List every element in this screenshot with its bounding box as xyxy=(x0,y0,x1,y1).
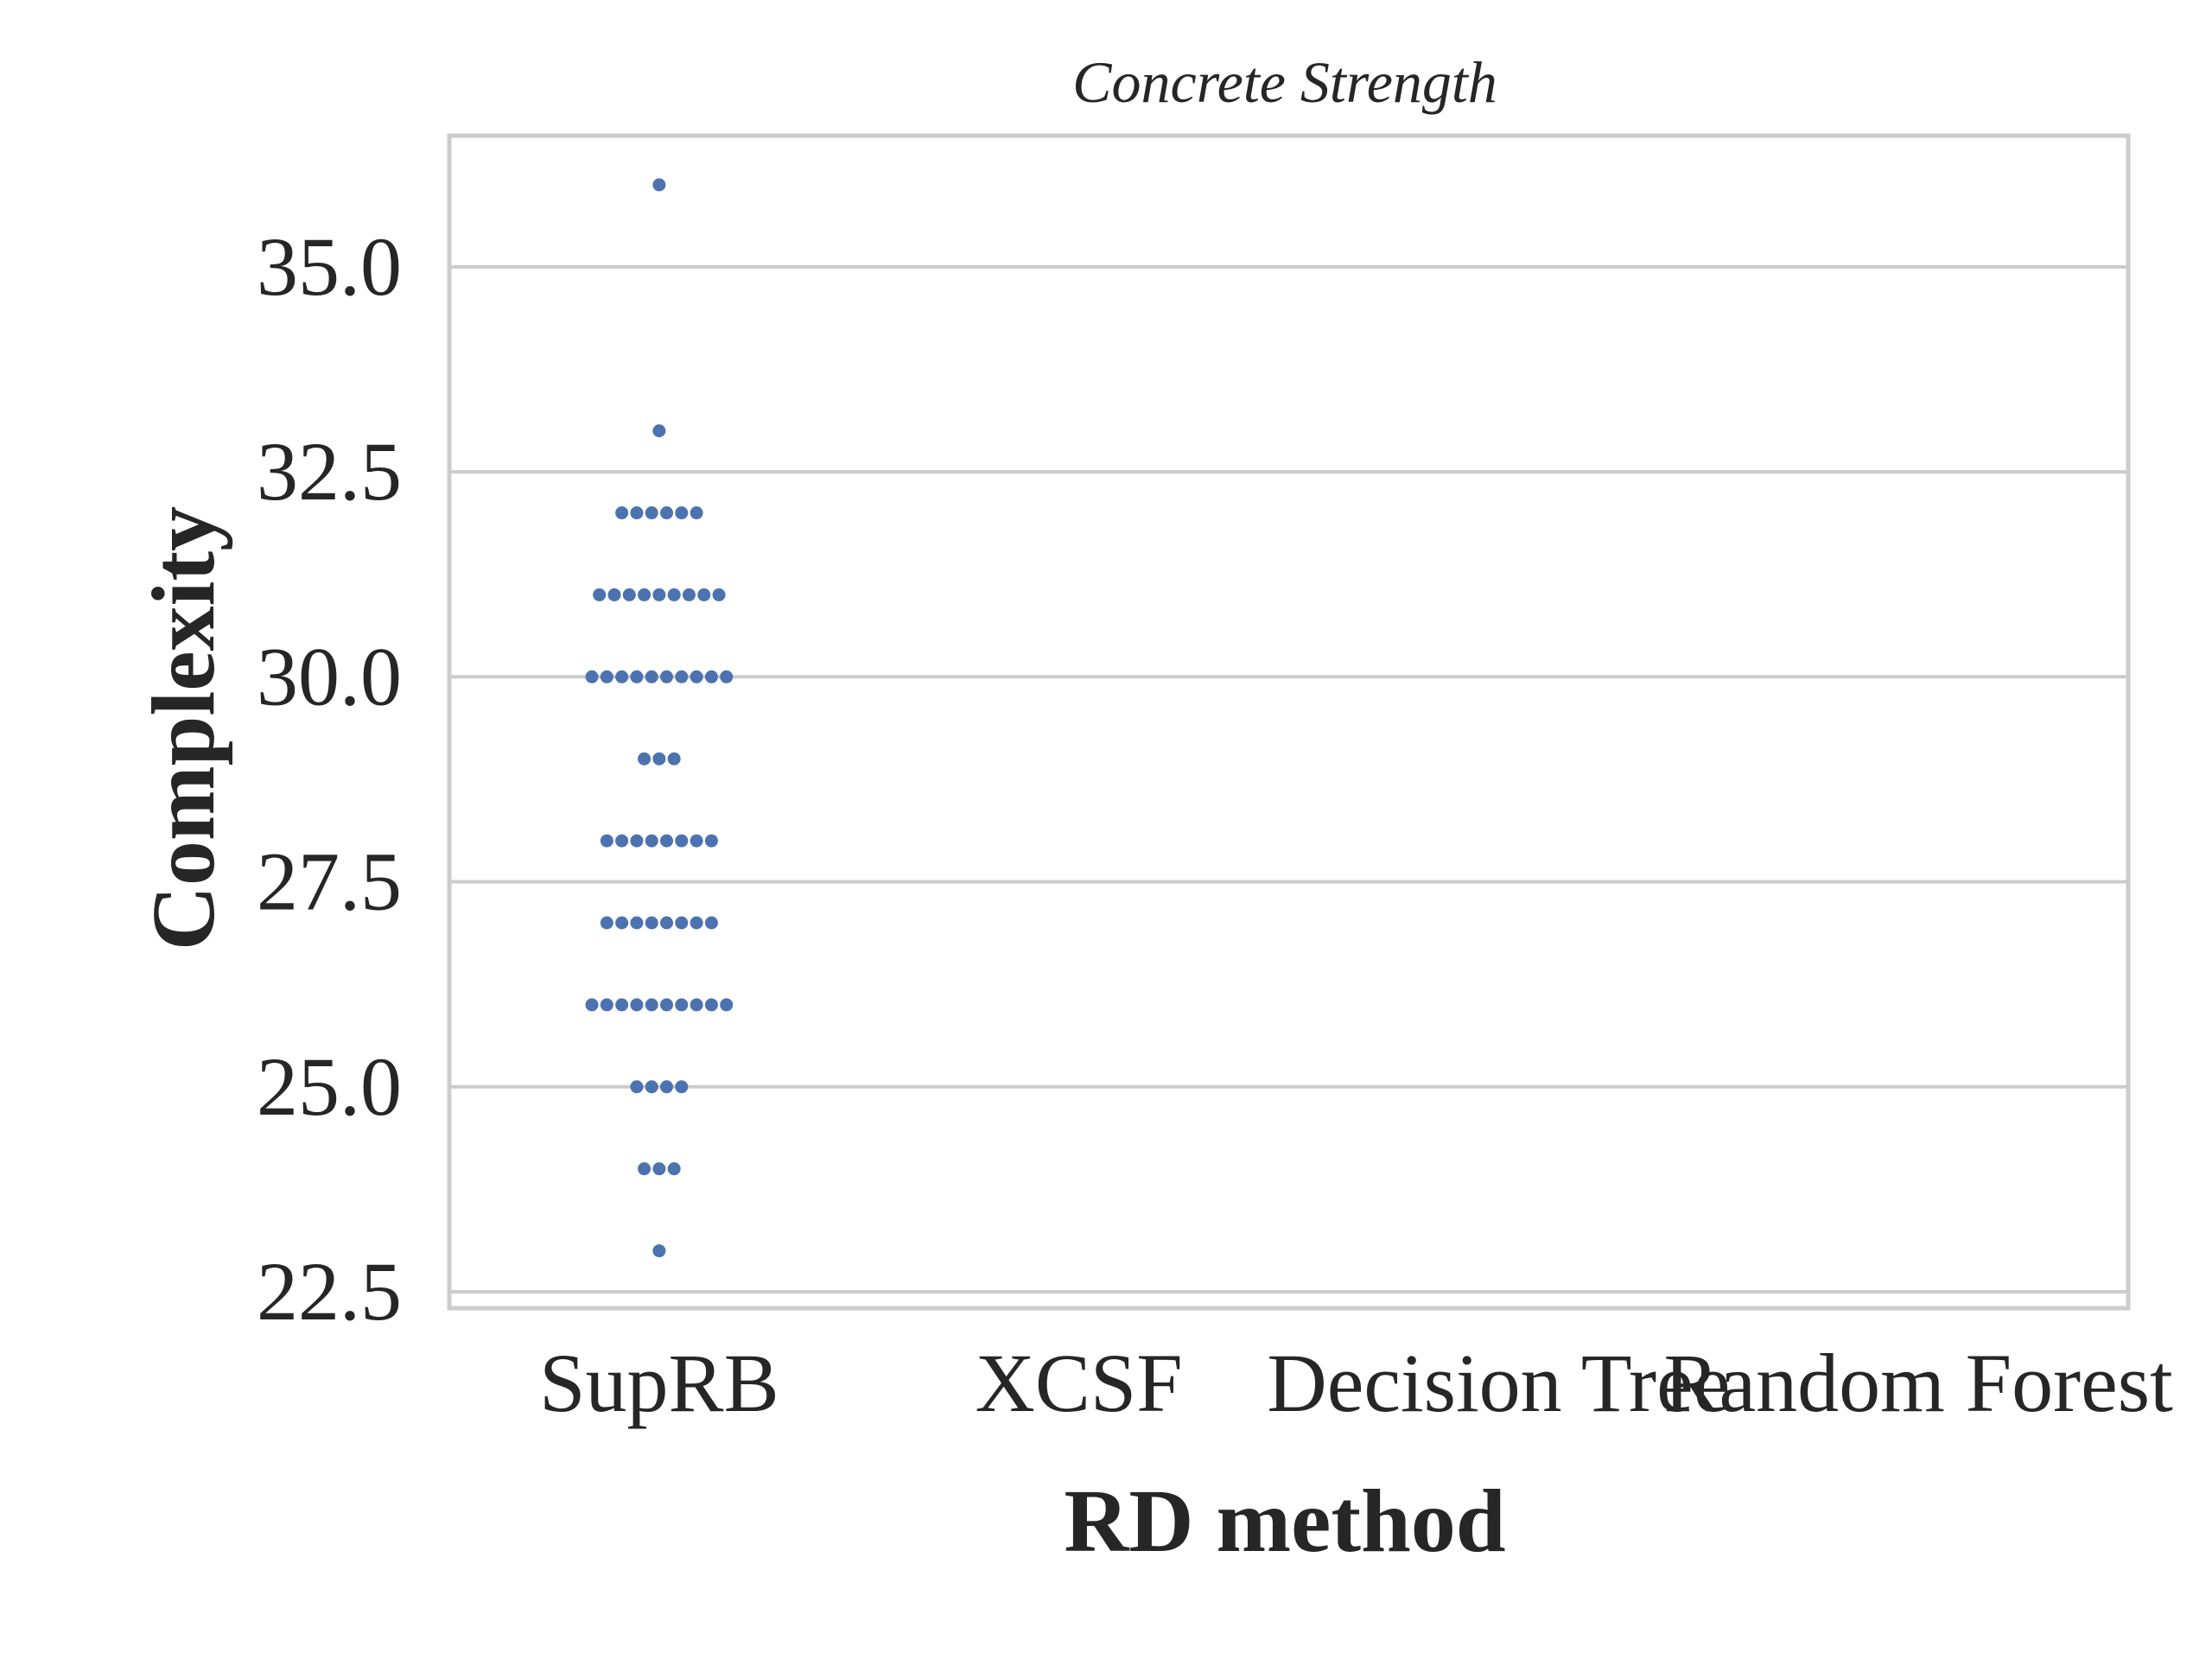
data-point xyxy=(615,506,629,520)
y-tick-label: 32.5 xyxy=(257,425,402,518)
data-point xyxy=(638,1162,652,1176)
data-point xyxy=(690,998,703,1012)
data-point xyxy=(675,506,689,520)
data-point xyxy=(630,1080,644,1094)
data-point xyxy=(638,588,652,601)
y-tick-label: 27.5 xyxy=(257,836,402,928)
data-point xyxy=(652,588,666,601)
data-point xyxy=(652,424,666,438)
data-point xyxy=(593,588,607,601)
data-point xyxy=(690,834,703,848)
data-point xyxy=(667,1162,681,1176)
data-point xyxy=(630,506,644,520)
data-point xyxy=(660,1080,674,1094)
data-point xyxy=(675,998,689,1012)
data-point xyxy=(600,834,613,848)
data-point xyxy=(615,916,629,930)
data-point xyxy=(607,588,621,601)
y-tick-label: 30.0 xyxy=(257,630,402,722)
data-point xyxy=(660,670,674,683)
data-point xyxy=(600,670,613,683)
data-point xyxy=(690,916,703,930)
data-points xyxy=(585,178,734,1258)
data-point xyxy=(660,506,674,520)
data-point xyxy=(704,670,718,683)
data-point xyxy=(697,588,711,601)
data-point xyxy=(630,916,644,930)
data-point xyxy=(690,670,703,683)
y-tick-label: 22.5 xyxy=(257,1245,402,1338)
data-point xyxy=(652,1162,666,1176)
data-point xyxy=(652,752,666,766)
data-point xyxy=(645,916,658,930)
data-point xyxy=(675,1080,689,1094)
data-point xyxy=(585,998,599,1012)
data-point xyxy=(660,916,674,930)
y-tick-labels: 22.5 25.0 27.5 30.0 32.5 35.0 xyxy=(257,220,402,1338)
data-point xyxy=(645,998,658,1012)
data-point xyxy=(660,998,674,1012)
data-point xyxy=(675,916,689,930)
data-point xyxy=(675,670,689,683)
plot-area-frame xyxy=(447,133,2131,1311)
data-point xyxy=(660,834,674,848)
data-point xyxy=(638,752,652,766)
data-point xyxy=(652,1244,666,1258)
data-point xyxy=(682,588,696,601)
data-point xyxy=(652,178,666,192)
data-point xyxy=(690,506,703,520)
data-point xyxy=(585,670,599,683)
y-tick-label: 35.0 xyxy=(257,220,402,313)
data-point xyxy=(600,916,613,930)
x-axis-label: RD method xyxy=(1064,1471,1505,1571)
data-point xyxy=(630,998,644,1012)
data-point xyxy=(704,998,718,1012)
data-point xyxy=(667,588,681,601)
x-tick-label: Decision Tree xyxy=(1267,1337,1730,1429)
y-axis-label: Complexity xyxy=(134,506,233,950)
x-tick-label: Random Forest xyxy=(1663,1337,2173,1429)
data-point xyxy=(645,1080,658,1094)
data-point xyxy=(622,588,636,601)
data-point xyxy=(720,670,734,683)
chart-title: Concrete Strength xyxy=(1072,49,1497,115)
data-point xyxy=(645,506,658,520)
data-point xyxy=(615,670,629,683)
data-point xyxy=(675,834,689,848)
data-point xyxy=(645,670,658,683)
data-point xyxy=(630,670,644,683)
x-tick-label: SupRB xyxy=(539,1337,779,1429)
y-tick-label: 25.0 xyxy=(257,1040,402,1133)
data-point xyxy=(712,588,726,601)
data-point xyxy=(704,916,718,930)
data-point xyxy=(720,998,734,1012)
data-point xyxy=(704,834,718,848)
data-point xyxy=(630,834,644,848)
data-point xyxy=(615,834,629,848)
data-point xyxy=(645,834,658,848)
data-point xyxy=(615,998,629,1012)
gridlines xyxy=(449,264,2128,1294)
x-tick-label: XCSF xyxy=(976,1337,1183,1429)
data-point xyxy=(667,752,681,766)
data-point xyxy=(600,998,613,1012)
